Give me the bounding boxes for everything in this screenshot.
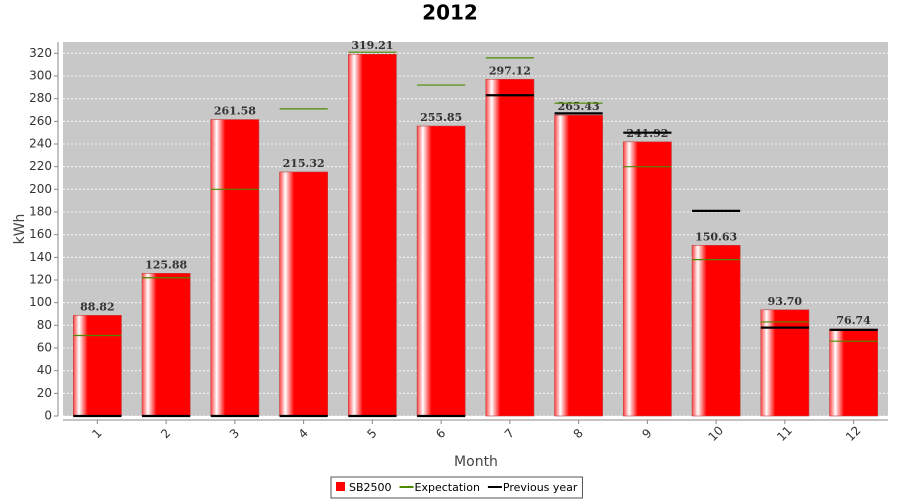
legend-label: SB2500 <box>349 481 392 494</box>
chart-title: 2012 <box>422 1 478 25</box>
x-tick-label: 3 <box>227 426 242 441</box>
x-tick-label: 4 <box>296 426 311 441</box>
bar <box>210 119 260 417</box>
y-tick-label: 80 <box>37 318 52 332</box>
y-tick-label: 260 <box>29 114 52 128</box>
value-label: 297.12 <box>489 64 531 77</box>
bar <box>416 125 466 417</box>
y-tick-label: 40 <box>37 363 52 377</box>
y-tick-label: 0 <box>44 409 52 423</box>
x-tick-label: 12 <box>843 423 864 444</box>
legend-swatch <box>336 482 345 491</box>
legend-label: Expectation <box>415 481 480 494</box>
bar <box>279 171 328 417</box>
value-label: 319.21 <box>351 39 393 52</box>
x-tick-label: 7 <box>502 426 517 441</box>
x-tick-label: 1 <box>89 426 104 441</box>
bar <box>485 78 535 417</box>
y-tick-label: 320 <box>29 46 52 60</box>
y-tick-label: 140 <box>29 250 52 264</box>
bar <box>760 309 810 417</box>
bar <box>691 244 741 417</box>
y-tick-label: 120 <box>29 273 52 287</box>
plot-area <box>63 42 888 416</box>
value-label: 125.88 <box>145 258 187 271</box>
y-tick-label: 300 <box>29 69 52 83</box>
y-tick-label: 180 <box>29 205 52 219</box>
x-axis-label: Month <box>454 454 498 470</box>
x-tick-label: 8 <box>571 426 586 441</box>
value-label: 93.70 <box>768 295 803 308</box>
x-tick-label: 6 <box>433 426 448 441</box>
x-tick-label: 10 <box>705 423 726 444</box>
y-tick-label: 280 <box>29 91 52 105</box>
bar <box>141 273 191 417</box>
bar <box>348 53 397 417</box>
value-label: 261.58 <box>214 105 256 118</box>
value-label: 88.82 <box>80 300 114 313</box>
y-tick-label: 100 <box>29 295 52 309</box>
x-tick-label: 11 <box>774 423 795 444</box>
value-label: 265.43 <box>558 100 600 113</box>
y-tick-label: 60 <box>37 341 52 355</box>
x-tick-label: 5 <box>364 426 379 441</box>
value-label: 255.85 <box>420 111 462 124</box>
y-tick-label: 240 <box>29 137 52 151</box>
y-tick-label: 160 <box>29 227 52 241</box>
y-tick-label: 220 <box>29 159 52 173</box>
value-label: 76.74 <box>836 314 871 327</box>
bar <box>73 315 122 417</box>
y-tick-label: 200 <box>29 182 52 196</box>
x-tick-label: 9 <box>639 426 654 441</box>
legend-label: Previous year <box>503 481 578 494</box>
y-tick-label: 20 <box>37 386 52 400</box>
bar <box>623 141 672 417</box>
legend-box <box>330 476 583 499</box>
bar <box>829 328 878 417</box>
value-label: 150.63 <box>695 230 737 243</box>
legend: SB2500 Expectation Previous year <box>330 476 583 499</box>
bar <box>554 114 603 417</box>
x-tick-label: 2 <box>158 426 173 441</box>
value-label: 215.32 <box>283 157 325 170</box>
y-axis-label: kWh <box>12 214 28 245</box>
